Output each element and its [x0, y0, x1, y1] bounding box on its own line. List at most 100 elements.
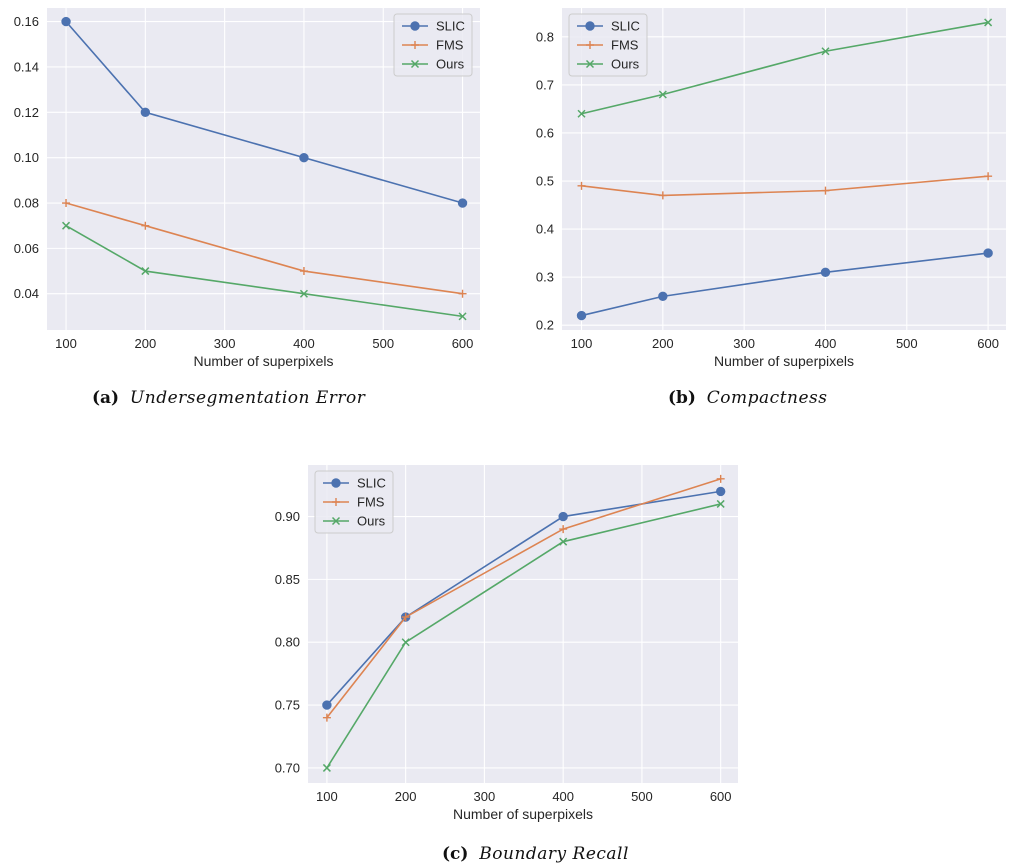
chart-c-svg: 100 200 300 400 500 600 0.70 0.75 0.80 0.85 0.90 Nu… [275, 465, 738, 822]
caption-b-tag: (b) [668, 388, 696, 408]
y-tick-label-b-6: 0.8 [536, 29, 554, 44]
series-c-ours [322, 499, 725, 772]
y-tick-label-a-5: 0.14 [14, 59, 39, 74]
x-tick-label-a-400: 400 [293, 336, 315, 351]
x-tick-label-c-600: 600 [710, 789, 732, 804]
legend-label-b-slic: SLIC [611, 19, 640, 34]
legend-marker-a-fms [411, 41, 419, 49]
point-c-slic-100 [322, 700, 332, 710]
y-tick-label-a-2: 0.08 [14, 196, 39, 211]
y-tick-label-c-4: 0.90 [275, 509, 300, 524]
x-tick-label-c-300: 300 [474, 789, 496, 804]
point-c-fms-400 [559, 525, 568, 534]
point-c-ours-200 [401, 638, 410, 647]
caption-a-text: Undersegmentation Error [129, 388, 366, 408]
series-a-slic [61, 16, 468, 208]
caption-c-text: Boundary Recall [479, 844, 629, 864]
x-tick-label-b-400: 400 [815, 336, 837, 351]
caption-c: (c) Boundary Recall [442, 844, 629, 864]
point-c-slic-600 [715, 486, 726, 497]
y-tick-label-c-0: 0.70 [275, 760, 300, 775]
legend-label-c-fms: FMS [357, 495, 385, 510]
legend-marker-c-slic [331, 478, 341, 488]
chart-undersegmentation-error: 100 200 300 400 500 600 0.04 0.06 0.08 0.10 0.12 0.… [0, 0, 500, 380]
series-line-b-fms [581, 175, 989, 197]
series-b-slic [576, 248, 993, 321]
x-tick-label-a-300: 300 [214, 336, 236, 351]
caption-a: (a) Undersegmentation Error [92, 388, 365, 408]
point-b-fms-200 [658, 191, 667, 200]
point-b-fms-100 [577, 181, 586, 190]
point-b-fms-600 [984, 172, 993, 181]
caption-b-text: Compactness [706, 388, 828, 408]
chart-a-svg: 100 200 300 400 500 600 0.04 0.06 0.08 0.10 0.12 0.… [14, 8, 480, 369]
point-c-fms-100 [322, 713, 331, 722]
y-tick-label-c-1: 0.75 [275, 698, 300, 713]
x-tick-label-c-400: 400 [552, 789, 574, 804]
y-tick-label-b-1: 0.3 [536, 270, 554, 285]
point-a-fms-100 [62, 199, 71, 208]
y-tick-label-c-3: 0.85 [275, 572, 300, 587]
legend-label-c-slic: SLIC [357, 476, 386, 491]
caption-c-tag: (c) [442, 844, 469, 864]
legend-b: SLIC FMS Ours [568, 13, 648, 77]
y-tick-label-a-6: 0.16 [14, 14, 39, 29]
point-b-slic-600 [983, 248, 993, 258]
y-tick-label-a-0: 0.04 [14, 286, 39, 301]
legend-marker-b-fms [586, 41, 594, 49]
caption-a-tag: (a) [92, 388, 120, 408]
point-c-ours-600 [716, 499, 725, 508]
x-tick-label-a-100: 100 [55, 336, 77, 351]
x-tick-label-a-200: 200 [134, 336, 156, 351]
x-tick-label-b-600: 600 [977, 336, 999, 351]
point-b-slic-100 [576, 310, 587, 321]
chart-boundary-recall: 100 200 300 400 500 600 0.70 0.75 0.80 0.85 0.90 Nu… [250, 455, 750, 835]
legend-label-a-slic: SLIC [436, 19, 465, 34]
legend-marker-c-fms [332, 498, 340, 506]
x-tick-label-c-100: 100 [316, 789, 338, 804]
x-tick-label-c-500: 500 [631, 789, 653, 804]
point-b-ours-400 [821, 47, 830, 56]
point-b-slic-200 [658, 291, 668, 302]
point-a-slic-100 [61, 16, 71, 27]
x-tick-label-b-100: 100 [571, 336, 593, 351]
series-line-c-ours [326, 503, 721, 769]
y-tick-label-b-3: 0.5 [536, 174, 554, 189]
point-a-fms-400 [299, 267, 308, 276]
y-tick-label-b-4: 0.6 [536, 125, 554, 140]
x-tick-label-b-500: 500 [896, 336, 918, 351]
point-a-slic-200 [140, 107, 151, 118]
y-tick-label-a-4: 0.12 [14, 105, 39, 120]
caption-b: (b) Compactness [668, 388, 828, 408]
series-line-a-ours [65, 224, 463, 318]
y-tick-label-a-1: 0.06 [14, 241, 39, 256]
y-tick-label-b-0: 0.2 [536, 318, 554, 333]
point-b-ours-100 [577, 109, 586, 118]
legend-label-a-ours: Ours [436, 57, 465, 72]
y-tick-label-a-3: 0.10 [14, 150, 39, 165]
point-c-fms-600 [716, 474, 725, 483]
series-line-a-slic [65, 21, 463, 204]
point-b-ours-600 [984, 18, 993, 27]
point-c-fms-200 [401, 613, 410, 622]
point-a-fms-200 [141, 221, 150, 230]
y-tick-label-b-5: 0.7 [536, 77, 554, 92]
x-tick-label-a-500: 500 [372, 336, 394, 351]
y-tick-label-c-2: 0.80 [275, 635, 300, 650]
series-line-a-fms [65, 202, 463, 295]
series-b-fms [577, 172, 993, 200]
point-c-slic-400 [558, 511, 568, 522]
legend-marker-b-slic [585, 21, 595, 31]
point-a-slic-600 [457, 198, 468, 208]
point-b-fms-400 [821, 186, 830, 195]
series-a-fms [62, 199, 467, 298]
legend-label-b-ours: Ours [611, 57, 640, 72]
point-a-fms-600 [458, 289, 467, 298]
legend-c: SLIC FMS Ours [314, 470, 394, 534]
series-c-fms [322, 474, 725, 722]
point-a-ours-200 [141, 267, 150, 276]
legend-label-b-fms: FMS [611, 38, 639, 53]
point-a-ours-400 [299, 289, 308, 298]
x-tick-label-a-600: 600 [452, 336, 474, 351]
legend-marker-a-slic [410, 21, 420, 31]
